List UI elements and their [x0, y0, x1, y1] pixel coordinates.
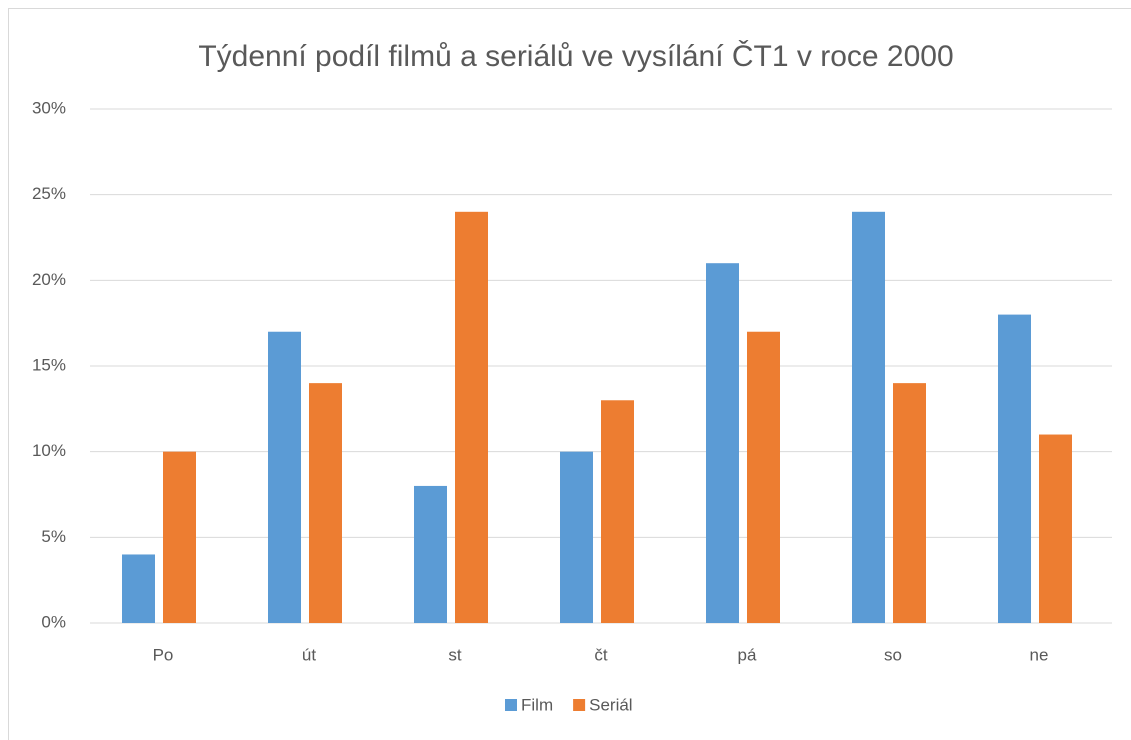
bar: [163, 451, 196, 623]
legend-swatch: [573, 699, 586, 711]
y-tick-label: 20%: [32, 270, 66, 289]
x-tick-label: čt: [594, 645, 608, 664]
y-tick-label: 0%: [41, 612, 66, 631]
bar: [455, 211, 488, 624]
y-tick-label: 15%: [32, 355, 66, 374]
bar: [706, 263, 739, 623]
legend-label: Film: [521, 695, 553, 714]
bar: [560, 451, 593, 623]
bar: [414, 485, 447, 623]
bar: [601, 400, 634, 623]
bar: [268, 331, 301, 623]
y-tick-label: 30%: [32, 98, 66, 117]
y-tick-label: 5%: [41, 527, 66, 546]
legend-swatch: [505, 699, 517, 711]
legend-label: Seriál: [589, 695, 632, 714]
x-tick-label: pá: [738, 645, 757, 664]
x-tick-label: ne: [1030, 645, 1049, 664]
bar: [309, 383, 342, 623]
x-tick-label: Po: [153, 645, 174, 664]
bar: [852, 211, 885, 624]
y-tick-label: 10%: [32, 441, 66, 460]
bar: [998, 314, 1031, 623]
x-tick-label: st: [448, 645, 462, 664]
chart-title: Týdenní podíl filmů a seriálů ve vysílán…: [198, 39, 953, 73]
x-tick-label: so: [884, 645, 902, 664]
chart-border: [8, 8, 1131, 740]
bar: [893, 383, 926, 623]
bar: [1039, 434, 1072, 623]
bar: [122, 554, 155, 623]
x-tick-label: út: [302, 645, 316, 664]
bar: [747, 331, 780, 623]
y-tick-label: 25%: [32, 184, 66, 203]
